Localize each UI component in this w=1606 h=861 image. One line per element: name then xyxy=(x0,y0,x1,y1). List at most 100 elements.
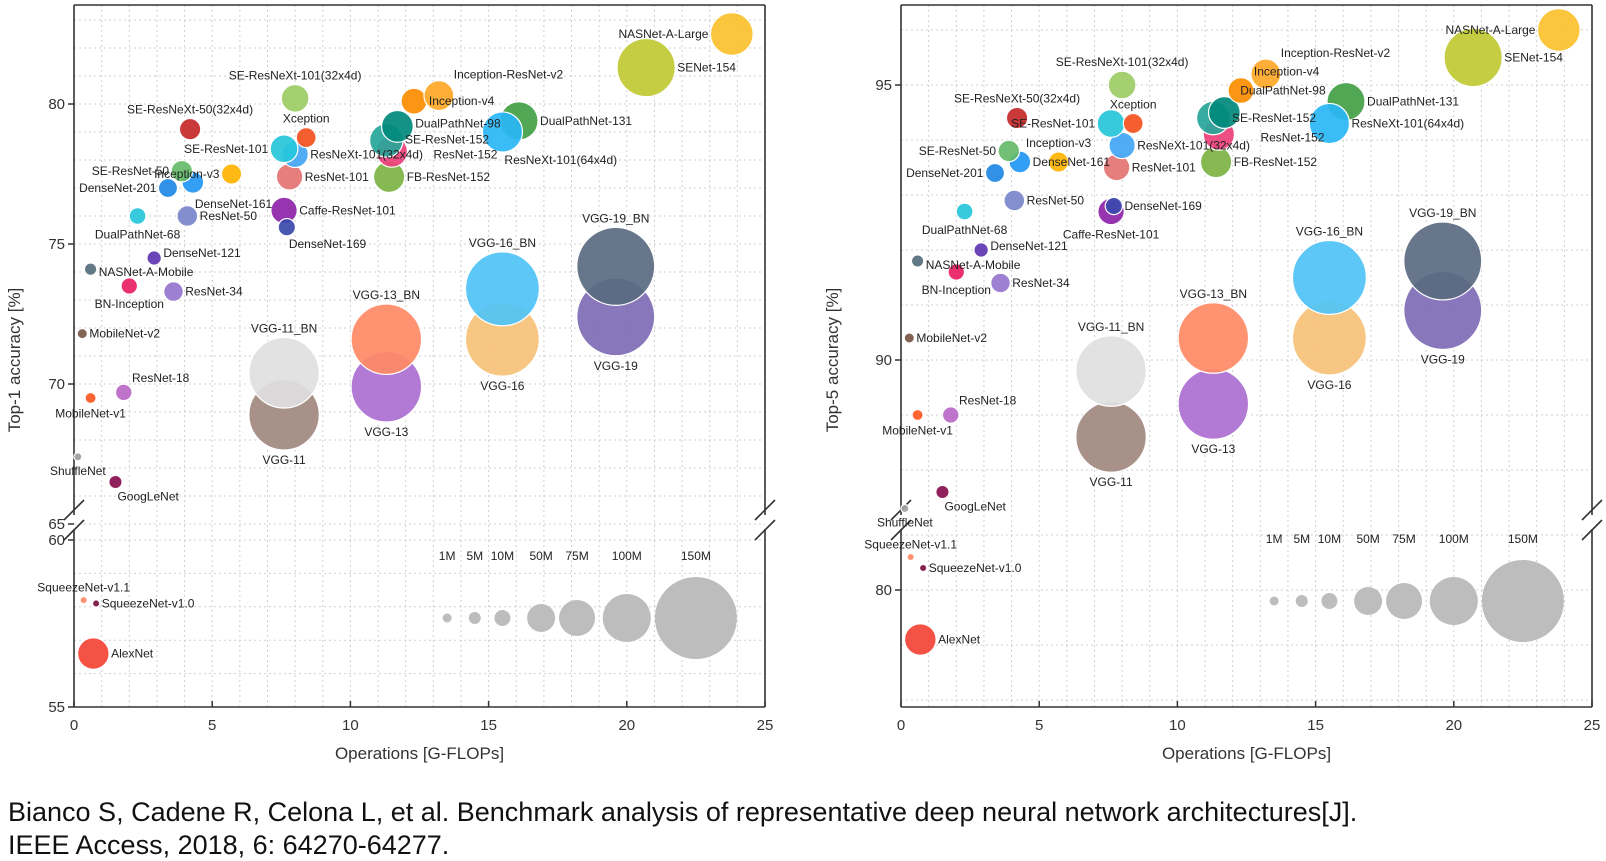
x-tick-label: 15 xyxy=(480,717,497,734)
bubble-densenet-169 xyxy=(277,217,297,237)
label-nasnet-a-mobile: NASNet-A-Mobile xyxy=(99,265,194,279)
label-squeezenet-v1-1: SqueezeNet-v1.1 xyxy=(37,580,130,594)
size-legend-label-100m: 100M xyxy=(1439,532,1469,546)
size-legend-bubble-1m xyxy=(442,613,452,623)
bubble-se-resnet-101 xyxy=(269,134,299,164)
bubble-googlenet xyxy=(935,484,950,500)
bubble-vgg-13 xyxy=(1177,368,1250,440)
label-dualpathnet-131: DualPathNet-131 xyxy=(540,114,632,128)
x-tick-label: 5 xyxy=(208,717,216,734)
label-inception-resnet-v2: Inception-ResNet-v2 xyxy=(454,68,564,82)
y-tick-label: 80 xyxy=(48,96,65,113)
label-shufflenet: ShuffleNet xyxy=(50,464,106,478)
x-tick-label: 10 xyxy=(1169,717,1186,734)
bubble-labels: AlexNet SqueezeNet-v1.0 SqueezeNet-v1.1 Goo… xyxy=(37,27,736,661)
bubble-nasnet-a-mobile xyxy=(910,254,925,268)
label-resnext-101-32x4d: ResNeXt-101(32x4d) xyxy=(1137,139,1250,153)
label-fb-resnet-152: FB-ResNet-152 xyxy=(1234,155,1318,169)
label-alexnet: AlexNet xyxy=(111,647,154,661)
bubble-nasnet-a-large xyxy=(709,12,754,56)
bubble-resnext-101-64x4d xyxy=(481,111,524,153)
size-legend-label-150m: 150M xyxy=(1508,532,1538,546)
bubble-nasnet-a-large xyxy=(1536,8,1581,52)
label-se-resnet-152: SE-ResNet-152 xyxy=(1232,111,1316,125)
size-legend-label-10m: 10M xyxy=(491,549,514,563)
axis-break-mark xyxy=(1581,519,1603,541)
x-tick-label: 15 xyxy=(1307,717,1324,734)
bubble-resnet-18 xyxy=(114,383,133,402)
label-densenet-121: DenseNet-121 xyxy=(990,239,1068,253)
label-dualpathnet-98: DualPathNet-98 xyxy=(1240,84,1326,98)
x-tick-label: 0 xyxy=(70,717,78,734)
bubble-resnext-101-64x4d xyxy=(1308,102,1351,145)
label-xception: Xception xyxy=(1110,98,1157,112)
bubble-inception-v4 xyxy=(1227,76,1255,105)
x-tick-label: 0 xyxy=(897,717,905,734)
bubble-se-resnext-50-32x4d xyxy=(178,117,202,141)
label-caffe-resnet-101: Caffe-ResNet-101 xyxy=(1063,228,1160,242)
size-legend-bubble-5m xyxy=(1295,595,1308,607)
label-se-resnext-101-32x4d: SE-ResNeXt-101(32x4d) xyxy=(1056,55,1189,69)
size-legend-bubble-10m xyxy=(1321,593,1338,609)
axis-break-mark xyxy=(754,519,776,541)
label-se-resnet-50: SE-ResNet-50 xyxy=(92,164,170,178)
label-resnet-34: ResNet-34 xyxy=(1012,276,1070,290)
label-dualpathnet-68: DualPathNet-68 xyxy=(95,227,181,241)
label-vgg-11-bn: VGG-11_BN xyxy=(1078,320,1144,334)
bubble-mobilenet-v1 xyxy=(911,408,924,422)
label-se-resnext-101-32x4d: SE-ResNeXt-101(32x4d) xyxy=(229,69,362,83)
label-fb-resnet-152: FB-ResNet-152 xyxy=(407,170,491,184)
bubble-resnet-18 xyxy=(941,406,960,424)
label-vgg-13: VGG-13 xyxy=(364,425,408,439)
label-se-resnext-50-32x4d: SE-ResNeXt-50(32x4d) xyxy=(954,91,1080,105)
label-densenet-161: DenseNet-161 xyxy=(195,197,273,211)
bubble-mobilenet-v2 xyxy=(903,332,915,344)
label-resnet-18: ResNet-18 xyxy=(959,394,1017,408)
label-vgg-11: VGG-11 xyxy=(1090,475,1133,489)
size-legend-bubble-1m xyxy=(1269,596,1279,606)
bubble-inception-resnet-v2 xyxy=(1250,58,1282,90)
size-legend-bubble-10m xyxy=(494,610,511,626)
label-resnet-18: ResNet-18 xyxy=(132,371,190,385)
label-nasnet-a-large: NASNet-A-Large xyxy=(1445,23,1535,37)
axes xyxy=(890,4,1603,708)
axis-break-mark xyxy=(890,519,912,541)
label-resnet-50: ResNet-50 xyxy=(1027,194,1085,208)
label-vgg-16: VGG-16 xyxy=(1307,378,1351,392)
label-densenet-169: DenseNet-169 xyxy=(1124,199,1202,213)
bubble-vgg-13-bn xyxy=(1177,302,1250,374)
label-densenet-161: DenseNet-161 xyxy=(1033,155,1111,169)
label-inception-v3: Inception-v3 xyxy=(1026,136,1092,150)
label-caffe-resnet-101: Caffe-ResNet-101 xyxy=(299,203,396,217)
label-mobilenet-v2: MobileNet-v2 xyxy=(916,331,987,345)
y-tick-label: 80 xyxy=(875,582,892,599)
x-tick-label: 20 xyxy=(618,717,635,734)
label-se-resnet-152: SE-ResNet-152 xyxy=(405,132,489,146)
bubble-labels: AlexNet SqueezeNet-v1.0 SqueezeNet-v1.1 Goo… xyxy=(864,23,1563,647)
label-squeezenet-v1-1: SqueezeNet-v1.1 xyxy=(864,537,957,551)
bubble-vgg-11-bn xyxy=(1075,335,1147,407)
size-legend-bubble-50m xyxy=(527,604,556,632)
label-resnet-101: ResNet-101 xyxy=(1132,161,1196,175)
bubble-vgg-19-bn xyxy=(1403,221,1483,301)
label-shufflenet: ShuffleNet xyxy=(877,516,933,530)
bubble-shufflenet xyxy=(73,452,83,462)
bubble-se-resnet-50 xyxy=(997,139,1021,163)
label-vgg-11-bn: VGG-11_BN xyxy=(251,322,317,336)
axis-break-mark xyxy=(63,499,85,521)
size-legend-bubble-150m xyxy=(654,577,737,659)
size-legend-label-10m: 10M xyxy=(1318,532,1341,546)
size-legend-bubble-75m xyxy=(1386,583,1423,619)
bubble-vgg-11 xyxy=(1075,401,1147,473)
label-resnext-101-32x4d: ResNeXt-101(32x4d) xyxy=(310,147,423,161)
bubble-senet-154 xyxy=(1443,27,1503,88)
bubble-inception-resnet-v2 xyxy=(423,80,455,112)
label-vgg-16-bn: VGG-16_BN xyxy=(1296,225,1363,239)
label-alexnet: AlexNet xyxy=(938,633,981,647)
bubble-alexnet xyxy=(903,623,937,656)
label-vgg-13-bn: VGG-13_BN xyxy=(353,288,420,302)
bubble-mobilenet-v2 xyxy=(76,327,88,340)
x-tick-label: 25 xyxy=(1584,717,1601,734)
label-se-resnet-50: SE-ResNet-50 xyxy=(919,144,997,158)
